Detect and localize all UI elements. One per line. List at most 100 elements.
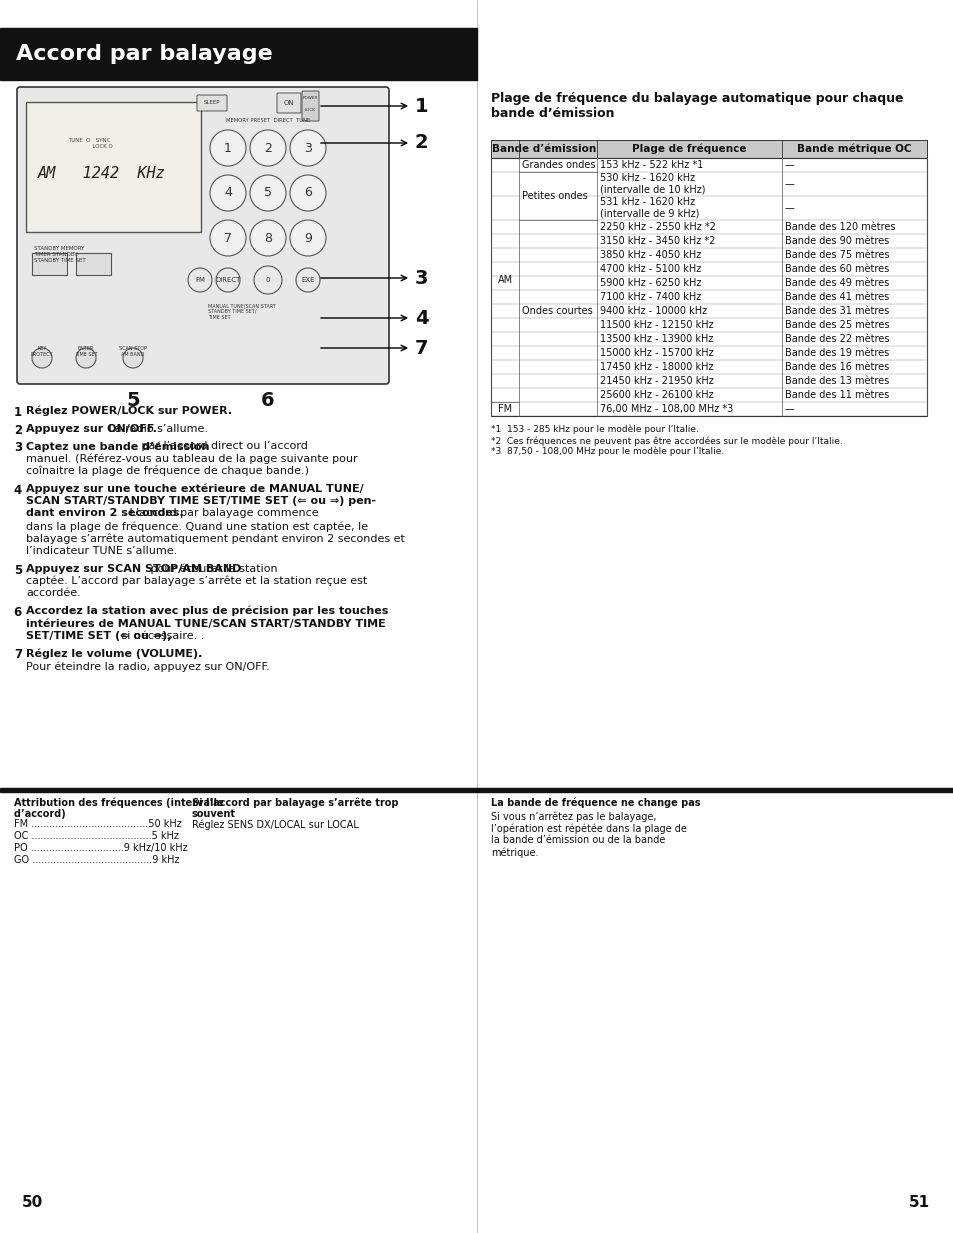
Text: par l’accord direct ou l’accord: par l’accord direct ou l’accord [138,441,308,451]
Text: *1  153 - 285 kHz pour le modèle pour l’Italie.: *1 153 - 285 kHz pour le modèle pour l’I… [491,425,699,434]
Text: dans la plage de fréquence. Quand une station est captée, le: dans la plage de fréquence. Quand une st… [26,522,368,531]
Text: coînaitre la plage de fréquence de chaque bande.): coînaitre la plage de fréquence de chaqu… [26,466,309,476]
Text: TUNE  O   SYNC
              LOCK O: TUNE O SYNC LOCK O [68,138,112,149]
Circle shape [290,219,326,256]
Circle shape [250,175,286,211]
Text: 3850 kHz - 4050 kHz: 3850 kHz - 4050 kHz [599,250,700,260]
Text: 51: 51 [908,1195,929,1210]
Text: Bande des 25 mètres: Bande des 25 mètres [784,321,888,330]
Text: 8: 8 [264,232,272,244]
Text: 2: 2 [264,142,272,154]
Text: 0: 0 [266,277,270,284]
Text: EXE: EXE [301,277,314,284]
Text: Accordez la station avec plus de précision par les touches: Accordez la station avec plus de précisi… [26,605,388,616]
Text: FM .......................................50 kHz: FM .....................................… [14,819,182,829]
Text: Bande des 13 mètres: Bande des 13 mètres [784,376,888,386]
Text: 7: 7 [14,649,22,661]
Text: Si l’accord par balayage s’arrête trop
souvent: Si l’accord par balayage s’arrête trop s… [192,797,398,819]
Text: Bande des 19 mètres: Bande des 19 mètres [784,348,888,358]
Text: Captez une bande d’émission: Captez une bande d’émission [26,441,210,451]
FancyBboxPatch shape [196,95,227,111]
Bar [0,28,476,80]
Text: Grandes ondes: Grandes ondes [521,160,595,170]
Text: Bande des 16 mètres: Bande des 16 mètres [784,363,888,372]
Text: 17450 kHz - 18000 kHz: 17450 kHz - 18000 kHz [599,363,713,372]
Text: 3150 kHz - 3450 kHz *2: 3150 kHz - 3450 kHz *2 [599,236,715,247]
Bar [491,158,926,416]
Text: Attribution des fréquences (intervalle
d’accord): Attribution des fréquences (intervalle d… [14,797,223,819]
Text: accordée.: accordée. [26,588,81,598]
Text: 7100 kHz - 7400 kHz: 7100 kHz - 7400 kHz [599,292,700,302]
Circle shape [290,175,326,211]
Text: POWER: POWER [302,96,317,100]
Text: captée. L’accord par balayage s’arrête et la station reçue est: captée. L’accord par balayage s’arrête e… [26,576,367,587]
Text: dant environ 2 secondes.: dant environ 2 secondes. [26,508,184,519]
Text: 5: 5 [264,186,272,200]
Bar [32,253,67,275]
Text: MEMORY PRESET  DIRECT  TUNE: MEMORY PRESET DIRECT TUNE [226,118,310,123]
Text: 7: 7 [415,339,428,358]
Text: Bande des 49 mètres: Bande des 49 mètres [784,277,888,289]
Text: Bande des 31 mètres: Bande des 31 mètres [784,306,888,316]
Text: Bande des 90 mètres: Bande des 90 mètres [784,236,888,247]
Text: l’indicateur TUNE s’allume.: l’indicateur TUNE s’allume. [26,546,177,556]
Text: pour écouter la station: pour écouter la station [147,563,277,575]
FancyBboxPatch shape [302,91,318,121]
Text: 5: 5 [126,391,140,411]
Text: 1: 1 [14,406,22,419]
Text: manuel. (Référez-vous au tableau de la page suivante pour: manuel. (Référez-vous au tableau de la p… [26,454,357,464]
Text: 4: 4 [415,308,428,328]
Text: 5: 5 [13,563,22,577]
Text: Réglez POWER/LOCK sur POWER.: Réglez POWER/LOCK sur POWER. [26,406,232,417]
Text: 5900 kHz - 6250 kHz: 5900 kHz - 6250 kHz [599,277,700,289]
Text: ON: ON [283,100,294,106]
Bar [476,788,953,792]
Text: la bande d’émission ou de la bande: la bande d’émission ou de la bande [491,835,664,845]
Text: 2: 2 [415,133,428,153]
Text: 6: 6 [13,605,22,619]
Text: SCAN STOP
AM BAND: SCAN STOP AM BAND [119,346,147,356]
Text: GO ........................................9 kHz: GO .....................................… [14,854,179,866]
Text: PO ...............................9 kHz/10 kHz: PO ...............................9 kHz/… [14,843,188,853]
Bar [76,253,111,275]
Text: Appuyez sur une touche extérieure de MANUAL TUNE/: Appuyez sur une touche extérieure de MAN… [26,483,363,494]
Text: Petites ondes: Petites ondes [521,191,587,201]
Circle shape [123,348,143,367]
Text: Réglez le volume (VOLUME).: Réglez le volume (VOLUME). [26,649,202,658]
Text: (intervalle de 9 kHz): (intervalle de 9 kHz) [599,210,699,219]
Text: La bande de fréquence ne change pas: La bande de fréquence ne change pas [491,797,700,808]
Text: Ondes courtes: Ondes courtes [521,306,592,316]
Text: si nécessaire. .: si nécessaire. . [117,631,204,641]
Circle shape [32,348,52,367]
Text: métrique.: métrique. [491,847,537,857]
Text: MANUAL TUNE/SCAN START
STANDBY TIME SET/
TIME SET: MANUAL TUNE/SCAN START STANDBY TIME SET/… [208,303,275,319]
Text: La radio s’allume.: La radio s’allume. [105,423,208,434]
Text: STANDBY MEMORY
TIMER STANDBY·
STANDBY TIME SET: STANDBY MEMORY TIMER STANDBY· STANDBY TI… [34,247,86,263]
FancyBboxPatch shape [276,92,301,113]
Text: 6: 6 [261,391,274,411]
Circle shape [250,129,286,166]
Text: 11500 kHz - 12150 kHz: 11500 kHz - 12150 kHz [599,321,713,330]
Text: 1: 1 [224,142,232,154]
Text: AM: AM [497,275,512,285]
Text: ENTER
TIME SET: ENTER TIME SET [74,346,97,356]
Text: Bande des 41 mètres: Bande des 41 mètres [784,292,888,302]
Text: 15000 kHz - 15700 kHz: 15000 kHz - 15700 kHz [599,348,713,358]
Circle shape [210,175,246,211]
Text: 3: 3 [304,142,312,154]
FancyBboxPatch shape [17,88,389,383]
Text: KEY
PROTECT: KEY PROTECT [30,346,53,356]
Text: 76,00 MHz - 108,00 MHz *3: 76,00 MHz - 108,00 MHz *3 [599,404,733,414]
Bar [491,141,926,158]
Text: —: — [784,179,794,189]
Text: Appuyez sur ON/OFF.: Appuyez sur ON/OFF. [26,423,156,434]
Text: Appuyez sur SCAN STOP/AM BAND: Appuyez sur SCAN STOP/AM BAND [26,563,241,573]
Text: AM   1242  KHz: AM 1242 KHz [38,166,166,181]
Text: 530 kHz - 1620 kHz: 530 kHz - 1620 kHz [599,173,695,182]
Text: Pour éteindre la radio, appuyez sur ON/OFF.: Pour éteindre la radio, appuyez sur ON/O… [26,661,270,672]
Text: 7: 7 [224,232,232,244]
Text: Plage de fréquence du balayage automatique pour chaque
bande d’émission: Plage de fréquence du balayage automatiq… [491,92,902,120]
Text: 21450 kHz - 21950 kHz: 21450 kHz - 21950 kHz [599,376,713,386]
Text: 50: 50 [22,1195,43,1210]
Text: OC ........................................5 kHz: OC .....................................… [14,831,179,841]
